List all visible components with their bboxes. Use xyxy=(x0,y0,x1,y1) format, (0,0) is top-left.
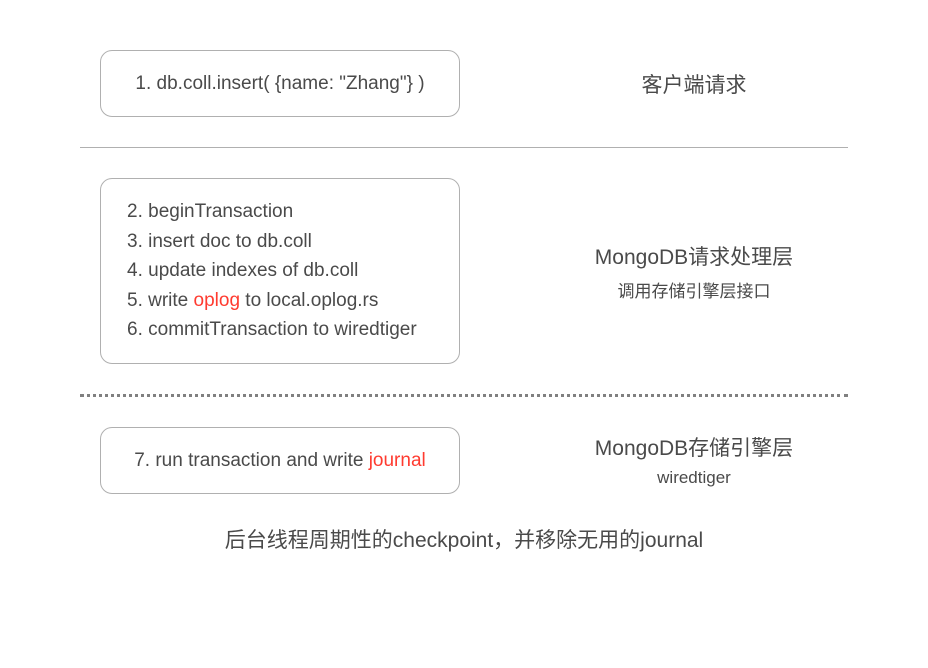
label-request-main: MongoDB请求处理层 xyxy=(595,241,793,271)
highlight-journal: journal xyxy=(369,450,426,471)
step-7-text: 7. run transaction and write journal xyxy=(127,446,433,475)
label-client: 客户端请求 xyxy=(500,69,888,99)
highlight-oplog: oplog xyxy=(194,290,241,311)
divider-dotted xyxy=(80,394,848,397)
step-1-text: 1. db.coll.insert( {name: "Zhang"} ) xyxy=(127,69,433,98)
footer-note: 后台线程周期性的checkpoint，并移除无用的journal xyxy=(40,524,888,554)
label-client-main: 客户端请求 xyxy=(642,69,747,99)
box-storage-step: 7. run transaction and write journal xyxy=(100,427,460,494)
section-request-layer: 2. beginTransaction3. insert doc to db.c… xyxy=(40,178,888,363)
step-line-6: 6. commitTransaction to wiredtiger xyxy=(127,315,433,344)
label-storage-layer: MongoDB存储引擎层 wiredtiger xyxy=(500,432,888,488)
label-storage-main: MongoDB存储引擎层 xyxy=(595,432,793,462)
step-line-3: 3. insert doc to db.coll xyxy=(127,227,433,256)
step-line-4: 4. update indexes of db.coll xyxy=(127,256,433,285)
label-storage-sub: wiredtiger xyxy=(657,468,731,488)
divider-solid xyxy=(80,147,848,148)
box-request-steps: 2. beginTransaction3. insert doc to db.c… xyxy=(100,178,460,363)
step-line-5: 5. write oplog to local.oplog.rs xyxy=(127,286,433,315)
box-client-insert: 1. db.coll.insert( {name: "Zhang"} ) xyxy=(100,50,460,117)
label-request-sub: 调用存储引擎层接口 xyxy=(618,277,771,302)
section-client-request: 1. db.coll.insert( {name: "Zhang"} ) 客户端… xyxy=(40,50,888,117)
step-line-2: 2. beginTransaction xyxy=(127,197,433,226)
label-request-layer: MongoDB请求处理层 调用存储引擎层接口 xyxy=(500,241,888,302)
section-storage-layer: 7. run transaction and write journal Mon… xyxy=(40,427,888,494)
